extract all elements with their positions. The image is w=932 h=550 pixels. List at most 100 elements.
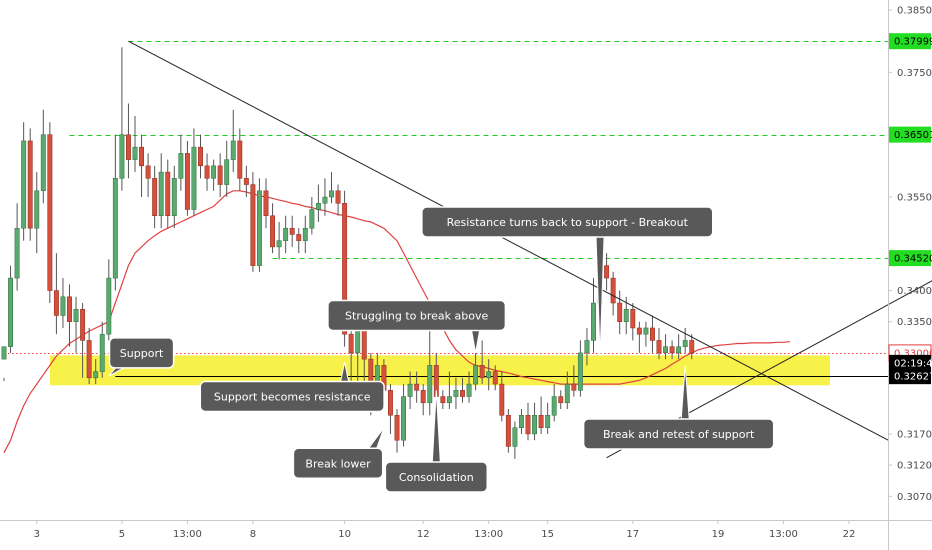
candle bbox=[93, 359, 99, 385]
price-label-box bbox=[889, 368, 931, 385]
candle bbox=[309, 197, 315, 235]
candle-body bbox=[473, 365, 479, 385]
candle-body bbox=[211, 165, 217, 179]
candle-body bbox=[453, 390, 459, 397]
price-label: 0.36501 bbox=[889, 126, 932, 143]
candle bbox=[558, 390, 564, 410]
candle bbox=[519, 409, 524, 434]
candle bbox=[106, 259, 112, 341]
callout-text: Resistance turns back to support - Break… bbox=[447, 216, 689, 229]
candle bbox=[132, 115, 138, 173]
candle-body bbox=[80, 309, 86, 341]
x-tick-label: 13:00 bbox=[769, 529, 798, 540]
candle bbox=[237, 128, 243, 191]
candle bbox=[473, 346, 479, 391]
candle-body bbox=[348, 333, 354, 354]
candle bbox=[289, 215, 295, 247]
candle-body bbox=[283, 227, 289, 241]
candle bbox=[99, 321, 105, 378]
candle bbox=[198, 134, 203, 179]
candle-body bbox=[152, 178, 158, 216]
moving-average-layer bbox=[3, 190, 791, 453]
candle-body bbox=[519, 415, 524, 428]
callout-box bbox=[421, 206, 714, 238]
candle-body bbox=[315, 203, 321, 210]
candle-body bbox=[276, 240, 282, 248]
candle bbox=[689, 334, 695, 360]
candle bbox=[525, 402, 531, 441]
candle-body bbox=[302, 227, 308, 241]
candle-body bbox=[564, 383, 570, 404]
callout-box bbox=[582, 418, 775, 450]
candle-body bbox=[204, 165, 210, 179]
candle bbox=[112, 134, 118, 291]
candle bbox=[538, 396, 544, 434]
callout-box bbox=[384, 461, 489, 493]
candle bbox=[204, 153, 210, 191]
candle bbox=[296, 228, 302, 254]
candle-body bbox=[479, 365, 485, 379]
candle-body bbox=[34, 190, 40, 229]
candle-body bbox=[329, 190, 334, 198]
candle-body bbox=[492, 371, 498, 385]
candle-body bbox=[53, 290, 59, 316]
price-label: 0.34520 bbox=[889, 250, 932, 267]
candle bbox=[8, 265, 14, 353]
candle bbox=[610, 271, 616, 316]
candle-body bbox=[525, 415, 531, 435]
candle-body bbox=[577, 352, 583, 391]
candle-body bbox=[60, 296, 66, 316]
candle bbox=[283, 215, 289, 254]
candle bbox=[34, 172, 40, 254]
moving-average-line bbox=[3, 190, 791, 453]
candle-body bbox=[165, 171, 171, 216]
callout-text: Support bbox=[120, 347, 164, 360]
x-tick-label: 12 bbox=[417, 529, 430, 540]
candle bbox=[604, 253, 610, 291]
candle bbox=[479, 340, 485, 385]
candle bbox=[302, 215, 308, 254]
candle-body bbox=[67, 296, 72, 322]
candle-body bbox=[427, 365, 433, 404]
candle-body bbox=[263, 190, 269, 216]
x-tick-label: 19 bbox=[712, 529, 725, 540]
candle-body bbox=[420, 390, 426, 404]
candle bbox=[388, 384, 393, 434]
candle-body bbox=[440, 396, 446, 404]
candle-body bbox=[224, 159, 230, 185]
candle-body bbox=[512, 427, 518, 447]
x-tick-label: 13:00 bbox=[474, 529, 503, 540]
candle bbox=[171, 165, 177, 229]
candle bbox=[656, 327, 662, 360]
x-tick-label: 17 bbox=[626, 529, 639, 540]
candle bbox=[512, 421, 518, 459]
candle bbox=[617, 290, 623, 335]
candle-body bbox=[355, 327, 361, 354]
candle bbox=[315, 184, 321, 222]
candle-body bbox=[545, 415, 551, 428]
candle bbox=[401, 384, 407, 447]
x-axis-ticks[interactable]: 3 5 13:00 8 10 12 13:00 15 17 19 13:00 22 bbox=[34, 520, 856, 540]
price-label-box bbox=[889, 33, 931, 50]
candle-body bbox=[682, 340, 688, 347]
candle-body bbox=[322, 196, 328, 204]
x-tick-label: 10 bbox=[338, 529, 351, 540]
candle-body bbox=[466, 383, 472, 397]
candle bbox=[505, 409, 511, 453]
candle bbox=[486, 359, 492, 391]
candle-body bbox=[636, 327, 642, 335]
candle bbox=[532, 402, 537, 441]
candle-body bbox=[388, 390, 393, 416]
callout-box bbox=[327, 299, 507, 332]
y-tick-label: 0.30700 bbox=[897, 492, 932, 503]
candle-body bbox=[93, 371, 99, 379]
x-tick-label: 22 bbox=[843, 529, 856, 540]
x-tick-label: 3 bbox=[34, 529, 40, 540]
candle-body bbox=[361, 327, 367, 360]
candle bbox=[427, 321, 433, 416]
candle bbox=[329, 172, 334, 204]
candle bbox=[630, 303, 636, 341]
